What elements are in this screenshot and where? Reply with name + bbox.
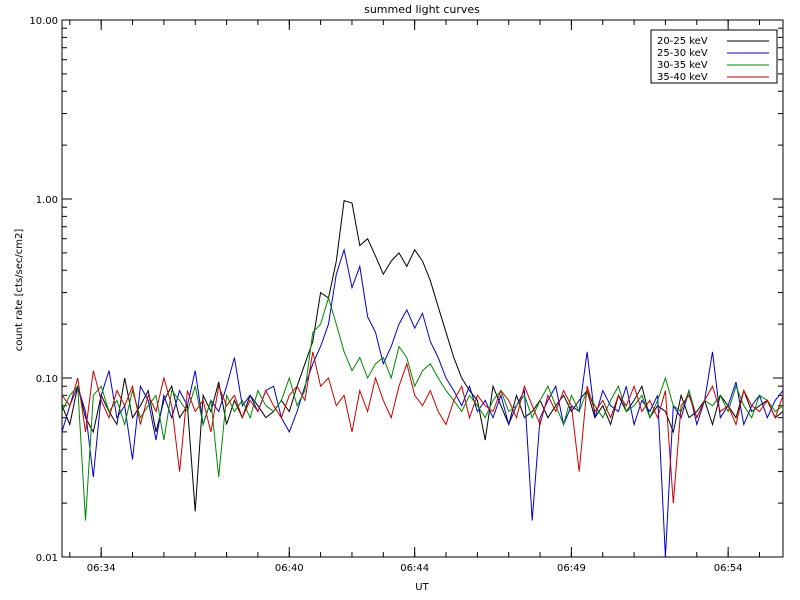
axis-ticks <box>62 20 783 558</box>
x-tick-label: 06:44 <box>400 563 429 574</box>
legend-box <box>650 29 778 84</box>
chart-title: summed light curves <box>364 3 480 16</box>
x-tick-label: 06:54 <box>714 563 743 574</box>
legend-label: 20-25 keV <box>657 36 708 47</box>
y-tick-label: 0.01 <box>36 553 58 564</box>
y-axis-label: count rate [cts/sec/cm2] <box>14 229 25 352</box>
legend-label: 35-40 keV <box>657 72 708 83</box>
y-tick-label: 0.10 <box>36 374 58 385</box>
legend-label: 30-35 keV <box>657 60 708 71</box>
plot-frame <box>61 19 784 558</box>
x-tick-label: 06:49 <box>557 563 586 574</box>
series-lines <box>61 199 784 558</box>
x-tick-label: 06:34 <box>87 563 116 574</box>
series-line-30-35-kev <box>61 296 784 521</box>
legend-label: 25-30 keV <box>657 48 708 59</box>
series-line-25-30-kev <box>61 247 784 558</box>
series-line-35-40-kev <box>61 351 784 504</box>
x-axis-label: UT <box>415 582 429 593</box>
series-line-20-25-kev <box>61 199 784 512</box>
x-tick-label: 06:40 <box>275 563 304 574</box>
y-tick-label: 10.00 <box>29 16 58 27</box>
y-tick-label: 1.00 <box>36 195 58 206</box>
x-tick-labels: 06:34 06:40 06:44 06:49 06:54 <box>87 563 743 574</box>
y-tick-labels: 0.01 0.10 1.00 10.00 <box>29 16 58 564</box>
